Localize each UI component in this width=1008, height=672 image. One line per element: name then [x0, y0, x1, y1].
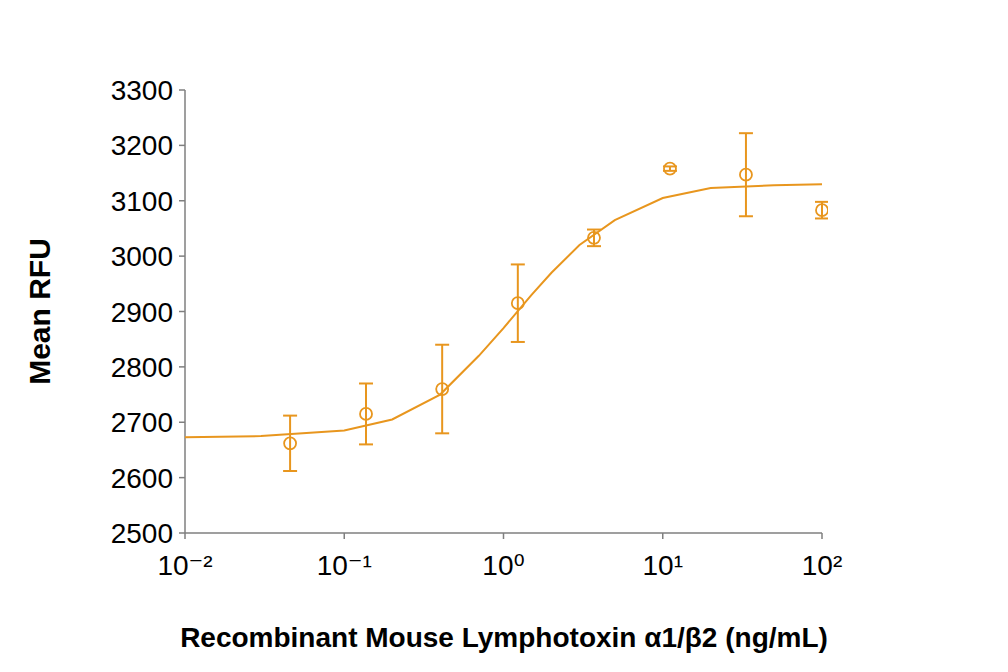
- x-tick: [503, 533, 505, 539]
- y-tick-label: 3000: [111, 241, 173, 272]
- fit-line: [185, 184, 822, 437]
- data-point: [816, 204, 828, 216]
- error-bar: [359, 383, 373, 444]
- x-tick-label: 10⁻²: [157, 550, 212, 581]
- error-stem: [441, 345, 443, 434]
- y-tick-label: 3300: [111, 75, 173, 106]
- x-tick-label: 10⁻¹: [317, 550, 372, 581]
- error-cap: [283, 415, 297, 417]
- y-tick: [179, 477, 185, 479]
- y-tick-label: 3200: [111, 130, 173, 161]
- error-cap: [511, 341, 525, 343]
- x-tick: [184, 533, 186, 539]
- x-tick-label: 10⁰: [482, 550, 524, 581]
- y-tick-label: 3100: [111, 186, 173, 217]
- chart: 2500 2600 2700 2800 2900 3000 3100 3200 3300 10⁻²…: [0, 0, 1008, 672]
- error-cap: [815, 217, 828, 219]
- error-cap: [587, 245, 601, 247]
- error-stem: [289, 416, 291, 471]
- y-tick: [179, 311, 185, 313]
- error-cap: [739, 132, 753, 134]
- error-cap: [359, 382, 373, 384]
- error-bar: [739, 133, 753, 216]
- error-cap: [435, 344, 449, 346]
- y-tick: [179, 200, 185, 202]
- error-cap: [283, 470, 297, 472]
- y-tick: [179, 366, 185, 368]
- y-tick: [179, 422, 185, 424]
- error-bar: [435, 345, 449, 434]
- y-tick-label: 2700: [111, 407, 173, 438]
- y-tick: [179, 255, 185, 257]
- error-cap: [359, 443, 373, 445]
- plot-area: [185, 133, 828, 471]
- error-stem: [365, 383, 367, 444]
- y-tick-label: 2600: [111, 463, 173, 494]
- error-cap: [815, 201, 828, 203]
- error-cap: [739, 215, 753, 217]
- error-stem: [745, 133, 747, 216]
- data-point: [360, 408, 372, 420]
- x-tick-label: 10¹: [643, 550, 683, 581]
- error-bar: [815, 202, 828, 219]
- error-cap: [511, 263, 525, 265]
- error-stem: [517, 264, 519, 342]
- y-tick-label: 2900: [111, 297, 173, 328]
- data-point: [740, 169, 752, 181]
- y-tick-label: 2800: [111, 352, 173, 383]
- data-point: [284, 437, 296, 449]
- x-tick: [821, 533, 823, 539]
- x-tick: [662, 533, 664, 539]
- y-axis-label: Mean RFU: [23, 238, 56, 385]
- error-bar: [511, 264, 525, 342]
- y-tick: [179, 145, 185, 147]
- y-tick: [179, 89, 185, 91]
- data-point: [664, 163, 676, 175]
- y-tick-label: 2500: [111, 518, 173, 549]
- x-axis-label: Recombinant Mouse Lymphotoxin α1/β2 (ng/…: [180, 622, 828, 653]
- error-bar: [283, 416, 297, 471]
- x-tick-label: 10²: [802, 550, 842, 581]
- y-tick: [179, 532, 185, 534]
- error-cap: [435, 432, 449, 434]
- x-tick: [344, 533, 346, 539]
